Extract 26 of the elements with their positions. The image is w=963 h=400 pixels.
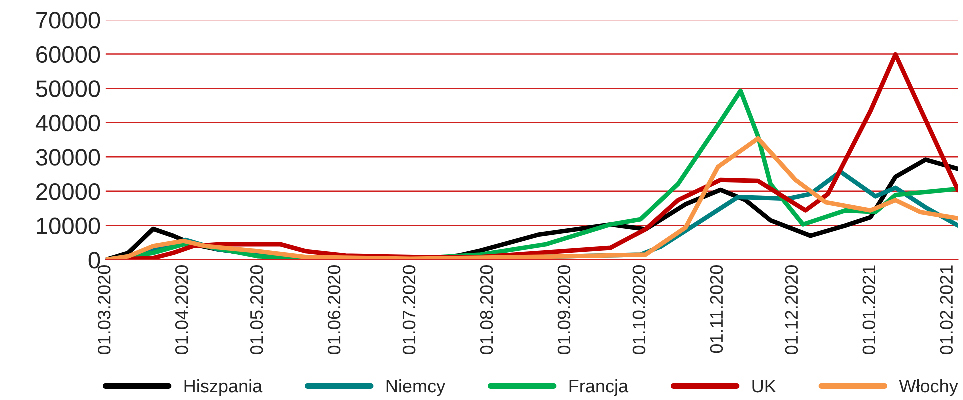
y-tick-label: 60000 — [36, 46, 100, 64]
x-tick-label: 01.05.2020 — [250, 266, 264, 355]
x-tick-label: 01.12.2020 — [785, 266, 798, 355]
x-tick-label: 01.04.2020 — [175, 266, 188, 355]
x-tick-label: 01.01.2021 — [862, 266, 876, 355]
y-tick-label: 20000 — [36, 183, 100, 200]
y-tick-label: 50000 — [36, 80, 100, 98]
legend-label: Niemcy — [386, 379, 446, 396]
x-tick-label: 01.10.2020 — [632, 266, 646, 355]
x-tick-label: 01.09.2020 — [558, 266, 571, 355]
x-tick-label: 01.07.2020 — [402, 266, 416, 355]
legend-label: UK — [752, 380, 776, 393]
y-tick-label: 40000 — [36, 114, 100, 132]
line-series — [106, 136, 958, 260]
x-tick-label: 01.03.2020 — [98, 266, 111, 355]
y-tick-label: 30000 — [36, 149, 100, 166]
y-tick-label: 70000 — [36, 12, 100, 29]
legend-label: Francja — [570, 379, 629, 396]
x-tick-label: 01.08.2020 — [480, 266, 494, 355]
x-tick-label: 01.02.2021 — [940, 266, 954, 355]
y-tick-label: 10000 — [37, 218, 100, 234]
x-tick-label: 01.11.2020 — [710, 266, 724, 354]
x-tick-label: 01.06.2020 — [328, 266, 341, 355]
y-tick-label: 0 — [88, 252, 100, 269]
legend-label: Włochy — [899, 379, 958, 396]
legend-label: Hiszpania — [184, 379, 263, 396]
